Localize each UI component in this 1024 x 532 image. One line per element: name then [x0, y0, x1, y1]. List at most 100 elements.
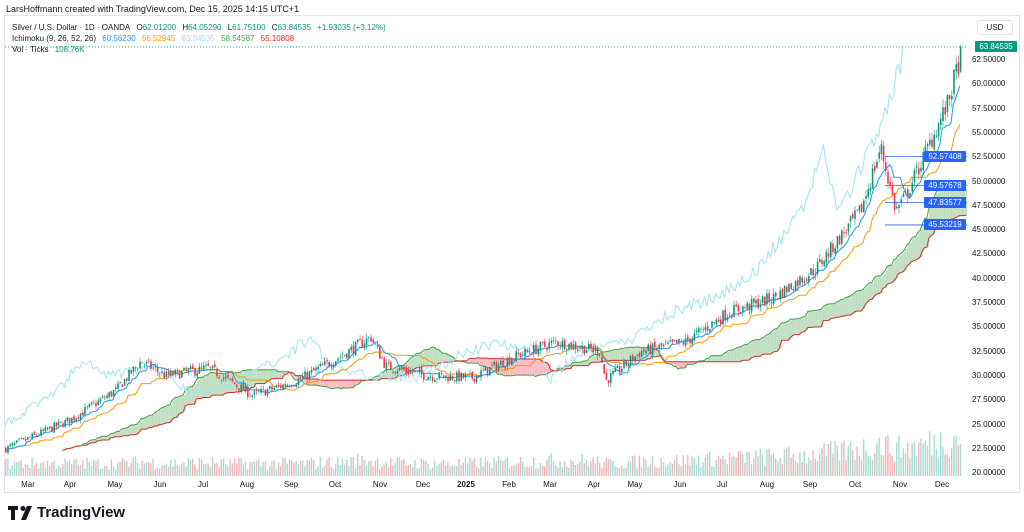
volume-bar	[286, 463, 288, 476]
volume-bar	[60, 467, 62, 476]
currency-button[interactable]: USD	[977, 20, 1013, 35]
candle-body	[330, 365, 333, 367]
volume-bar	[115, 469, 117, 476]
volume-bar	[647, 466, 649, 476]
volume-bar	[577, 464, 579, 476]
candle-body	[676, 339, 678, 344]
kumo-cloud-segment	[814, 310, 817, 327]
candle-body	[673, 340, 676, 342]
candle-body	[308, 371, 311, 380]
ichimoku-legend[interactable]: Ichimoku (9, 26, 52, 26) 60.56230 56.529…	[12, 33, 390, 44]
volume-bar	[645, 460, 647, 476]
kumo-cloud-segment	[271, 369, 274, 379]
kumo-cloud-segment	[231, 371, 234, 393]
candle-body	[739, 312, 742, 314]
volume-legend[interactable]: Vol · Ticks 108.76K	[12, 44, 390, 55]
candle-body	[420, 367, 423, 374]
candle-body	[361, 339, 363, 348]
candle-body	[918, 168, 920, 175]
candle-body	[823, 261, 825, 267]
kumo-cloud-segment	[209, 372, 212, 398]
kumo-cloud-segment	[907, 244, 910, 266]
price-chart[interactable]	[5, 16, 967, 476]
volume-bar	[425, 460, 427, 476]
candle-body	[339, 357, 341, 359]
kumo-cloud-segment	[836, 301, 839, 318]
candle-body	[682, 341, 685, 345]
symbol-legend[interactable]: Silver / U.S. Dollar · 1D · OANDA O62.01…	[12, 22, 390, 33]
volume-bar	[108, 469, 110, 476]
candle-body	[55, 422, 58, 427]
volume-bar	[172, 466, 174, 476]
candle-body	[579, 347, 581, 349]
kumo-cloud-segment	[148, 415, 151, 429]
volume-bar	[590, 461, 592, 476]
volume-bar	[720, 458, 722, 476]
volume-bar	[563, 461, 566, 476]
volume-bar	[722, 455, 724, 476]
volume-bar	[394, 462, 396, 476]
volume-bar	[376, 457, 379, 476]
candle-body	[456, 372, 458, 382]
candle-body	[627, 363, 630, 366]
tradingview-logo[interactable]: TradingView	[8, 504, 125, 521]
kumo-cloud-segment	[214, 372, 217, 396]
volume-bar	[891, 455, 893, 476]
volume-bar	[244, 462, 247, 476]
kumo-cloud-segment	[229, 372, 232, 393]
candle-body	[44, 427, 47, 432]
volume-bar	[913, 441, 915, 476]
volume-bar	[280, 466, 282, 476]
volume-bar	[269, 465, 271, 476]
volume-bar	[819, 453, 821, 476]
kumo-cloud-segment	[376, 376, 380, 381]
volume-bar	[341, 458, 343, 476]
candle-body	[722, 310, 724, 325]
volume-bar	[812, 450, 814, 476]
volume-bar	[288, 459, 291, 476]
candle-body	[7, 445, 9, 453]
candle-body	[434, 379, 436, 383]
volume-bar	[295, 461, 297, 476]
candle-body	[651, 343, 654, 356]
kumo-cloud-segment	[128, 427, 131, 436]
volume-bar	[154, 469, 156, 476]
kumo-cloud-segment	[449, 355, 452, 363]
time-axis-label: Apr	[63, 480, 77, 489]
volume-bar	[484, 457, 486, 476]
candle-body	[814, 273, 817, 275]
kumo-cloud-segment	[599, 354, 602, 363]
candle-body	[706, 325, 709, 331]
kumo-cloud-segment	[610, 350, 613, 361]
kumo-cloud-segment	[255, 369, 259, 384]
candle-body	[90, 402, 93, 404]
kumo-cloud-segment	[324, 380, 327, 387]
volume-bar	[618, 467, 621, 476]
kumo-cloud-segment	[781, 322, 784, 341]
volume-bar	[770, 454, 772, 476]
candle-body	[528, 351, 531, 353]
candle-body	[497, 364, 500, 370]
volume-bar	[264, 461, 266, 476]
kumo-cloud-segment	[418, 353, 421, 368]
volume-bar	[233, 457, 236, 476]
candle-body	[926, 144, 929, 147]
kumo-cloud-segment	[860, 290, 864, 312]
high-label: H	[182, 23, 189, 32]
kumo-cloud-segment	[634, 347, 637, 361]
candle-body	[181, 370, 183, 378]
kumo-cloud-segment	[893, 259, 897, 281]
kumo-cloud-segment	[612, 350, 615, 361]
volume-bar	[871, 459, 874, 476]
candle-body	[876, 161, 878, 168]
kumo-cloud-segment	[546, 362, 549, 375]
volume-bar	[110, 459, 112, 476]
span-b-value: 55.10808	[260, 34, 295, 43]
volume-bar	[704, 457, 706, 476]
volume-bar	[339, 465, 341, 476]
time-axis-label: Aug	[239, 480, 255, 489]
kumo-cloud-segment	[770, 332, 773, 355]
candle-body	[915, 165, 918, 168]
candle-body	[665, 342, 667, 344]
open-label: O	[136, 23, 143, 32]
